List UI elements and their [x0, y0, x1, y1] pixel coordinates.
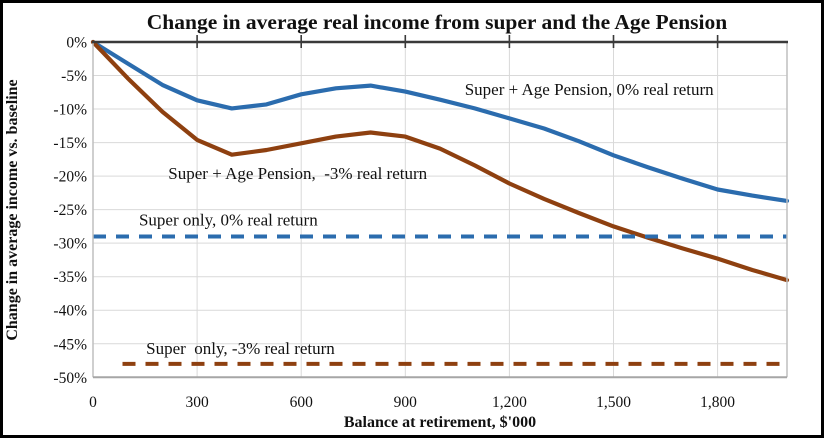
- y-tick-label: -20%: [53, 169, 87, 186]
- y-tick-label: -45%: [53, 336, 87, 353]
- y-tick-label: -25%: [53, 202, 87, 219]
- tick-labels: 0% -5% -10% -15% -20% -25% -30% -35% -40% -45% -50…: [53, 35, 735, 412]
- series-labels: Super + Age Pension, 0% real return Super…: [139, 80, 714, 358]
- x-tick-label: 600: [290, 394, 314, 411]
- x-tick-label: 1,500: [596, 394, 631, 411]
- x-tick-label: 300: [185, 394, 209, 411]
- series-lines: [90, 39, 790, 366]
- series-line-super-age-pension-0-real-return: [90, 39, 790, 203]
- x-tick-label: 1,800: [700, 394, 735, 411]
- series-line-super-age-pension-3-real-return: [90, 39, 790, 283]
- y-tick-label: -5%: [61, 68, 87, 85]
- x-axis-title: Balance at retirement, $'000: [344, 414, 536, 431]
- series-label-super-age-pension-3-real-return: Super + Age Pension, -3% real return: [168, 164, 427, 183]
- chart-title: Change in average real income from super…: [147, 10, 728, 34]
- y-tick-label: -50%: [53, 370, 87, 387]
- y-tick-label: -10%: [53, 102, 87, 119]
- x-tick-label: 900: [394, 394, 418, 411]
- y-tick-label: 0%: [66, 35, 87, 52]
- y-tick-label: -15%: [53, 135, 87, 152]
- series-label-super-age-pension-0-real-return: Super + Age Pension, 0% real return: [465, 80, 714, 99]
- series-label-super-only-0-real-return: Super only, 0% real return: [139, 211, 318, 230]
- y-tick-label: -35%: [53, 269, 87, 286]
- x-tick-label: 0: [89, 394, 97, 411]
- y-tick-label: -40%: [53, 303, 87, 320]
- x-tick-label: 1,200: [492, 394, 527, 411]
- axes: [92, 35, 788, 379]
- series-label-super-only-3-real-return: Super only, -3% real return: [146, 339, 335, 358]
- y-axis-title: Change in average income vs. baseline: [4, 79, 21, 340]
- y-tick-label: -30%: [53, 236, 87, 253]
